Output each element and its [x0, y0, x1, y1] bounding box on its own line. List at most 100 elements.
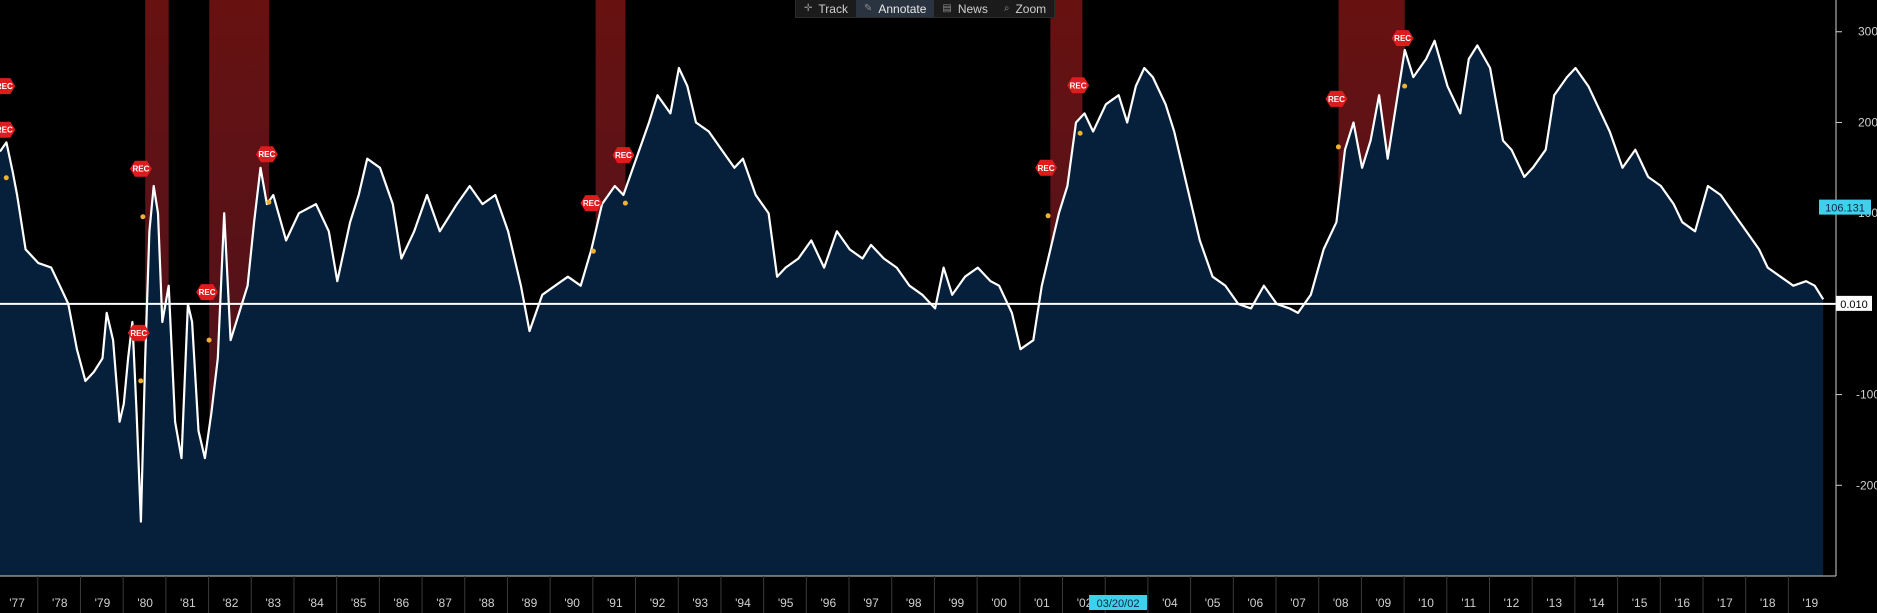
recession-marker-label: REC [258, 150, 275, 159]
recession-marker-shape [1067, 77, 1090, 94]
x-tick-label: '81 [180, 596, 196, 610]
recession-marker[interactable]: REC [1391, 30, 1414, 89]
cursor-date-box [1089, 595, 1148, 610]
baseline-value-box [1836, 295, 1872, 311]
x-tick-label: '05 [1205, 596, 1221, 610]
recession-marker-dot [1402, 83, 1408, 89]
recession-marker[interactable]: REC [1035, 159, 1058, 219]
recession-marker[interactable]: REC [1067, 77, 1090, 136]
x-tick-label: '97 [863, 596, 879, 610]
x-tick-label: '90 [564, 596, 580, 610]
recession-marker[interactable]: REC [580, 195, 603, 254]
x-tick-label: '79 [95, 596, 111, 610]
recession-marker-dot [1077, 130, 1083, 136]
recession-marker-dot [590, 248, 596, 254]
x-tick-label: '01 [1034, 596, 1050, 610]
x-tick-label: '77 [9, 596, 25, 610]
annotate-label: Annotate [878, 1, 927, 16]
crosshair-icon: ✛ [804, 3, 813, 14]
recession-marker-label: REC [1328, 95, 1345, 104]
series-area [0, 40, 1824, 577]
recession-marker-dot [138, 378, 144, 384]
x-tick-label: '84 [308, 596, 324, 610]
recession-marker-label: REC [132, 165, 149, 174]
recession-marker[interactable]: REC [612, 147, 635, 206]
x-tick-label: '99 [949, 596, 965, 610]
recession-marker[interactable]: REC [255, 146, 278, 205]
x-tick-label: '08 [1333, 596, 1349, 610]
news-button[interactable]: ▤ News [934, 0, 995, 17]
recession-marker-shape [0, 121, 16, 138]
x-tick-label: '10 [1418, 596, 1434, 610]
y-tick-label: -100 [1856, 388, 1877, 402]
annotate-button[interactable]: ✎ Annotate [855, 0, 935, 17]
x-tick-label: '80 [137, 596, 153, 610]
news-label: News [957, 1, 988, 16]
current-value-box [1819, 199, 1871, 215]
current-value-label: 106.131 [1825, 203, 1865, 215]
recession-marker-shape [1391, 30, 1414, 47]
recession-marker-shape [1035, 159, 1058, 176]
x-tick-label: '83 [265, 596, 281, 610]
x-tick-label: '78 [52, 596, 68, 610]
x-tick-label: '18 [1760, 596, 1776, 610]
recession-marker-shape [255, 146, 278, 163]
x-tick-label: '17 [1717, 596, 1733, 610]
y-tick-label: 300 [1858, 25, 1877, 39]
x-tick-label: '13 [1546, 596, 1562, 610]
x-tick-label: '93 [692, 596, 708, 610]
recession-marker[interactable]: REC [1325, 90, 1348, 150]
chart-toolbar: ✛ Track ✎ Annotate ▤ News ⌕ Zoom [795, 0, 1056, 18]
zoom-label: Zoom [1015, 1, 1047, 16]
x-tick-label: '88 [479, 596, 495, 610]
x-tick-label: '92 [650, 596, 666, 610]
recession-marker[interactable]: REC [196, 284, 219, 343]
x-tick-label: '06 [1247, 596, 1263, 610]
recession-marker-label: REC [1038, 164, 1055, 173]
track-label: Track [818, 1, 848, 16]
recession-marker[interactable]: REC [129, 160, 152, 220]
value-labels: 03/20/02 106.131 0.010 [1089, 199, 1872, 610]
x-tick-label: '19 [1803, 596, 1819, 610]
recession-marker-label: REC [615, 151, 632, 160]
x-tick-label: '00 [991, 596, 1007, 610]
recession-marker-label: REC [0, 126, 13, 135]
x-tick-label: '07 [1290, 596, 1306, 610]
recession-marker-label: REC [1070, 81, 1087, 90]
x-tick-label: '12 [1504, 596, 1520, 610]
x-tick-label: '96 [821, 596, 837, 610]
cursor-date-label: 03/20/02 [1097, 598, 1140, 610]
track-button[interactable]: ✛ Track [796, 0, 856, 17]
x-tick-label: '82 [223, 596, 239, 610]
x-tick-label: '94 [735, 596, 751, 610]
x-tick-label: '87 [436, 596, 452, 610]
recession-marker-shape [1325, 90, 1348, 107]
series-line [0, 39, 1825, 523]
x-tick-label: '02 [1077, 596, 1093, 610]
x-tick-label: '14 [1589, 596, 1605, 610]
recession-marker-dot [3, 175, 9, 181]
y-tick-label: -200 [1856, 478, 1877, 492]
recession-marker-dot [206, 337, 212, 343]
recession-marker-label: REC [0, 82, 13, 91]
recession-marker-dot [1045, 213, 1051, 219]
recession-marker-label: REC [130, 329, 147, 338]
x-tick-label: '98 [906, 596, 922, 610]
recession-marker-dot [622, 200, 628, 206]
pencil-icon: ✎ [863, 3, 873, 14]
x-tick-label: '91 [607, 596, 623, 610]
recession-marker-label: REC [583, 199, 600, 208]
recession-marker-shape [0, 78, 16, 95]
x-tick-label: '95 [778, 596, 794, 610]
recession-marker[interactable]: REC [0, 121, 16, 181]
y-tick-label: 200 [1858, 115, 1877, 129]
recession-marker-dot [1335, 144, 1341, 150]
recession-marker-shape [127, 324, 150, 341]
zoom-button[interactable]: ⌕ Zoom [996, 0, 1054, 17]
recession-marker[interactable]: REC [127, 324, 150, 384]
recession-marker-dot [266, 199, 272, 205]
x-tick-label: '16 [1674, 596, 1690, 610]
recession-marker-label: REC [1394, 34, 1411, 43]
x-tick-label: '85 [351, 596, 367, 610]
